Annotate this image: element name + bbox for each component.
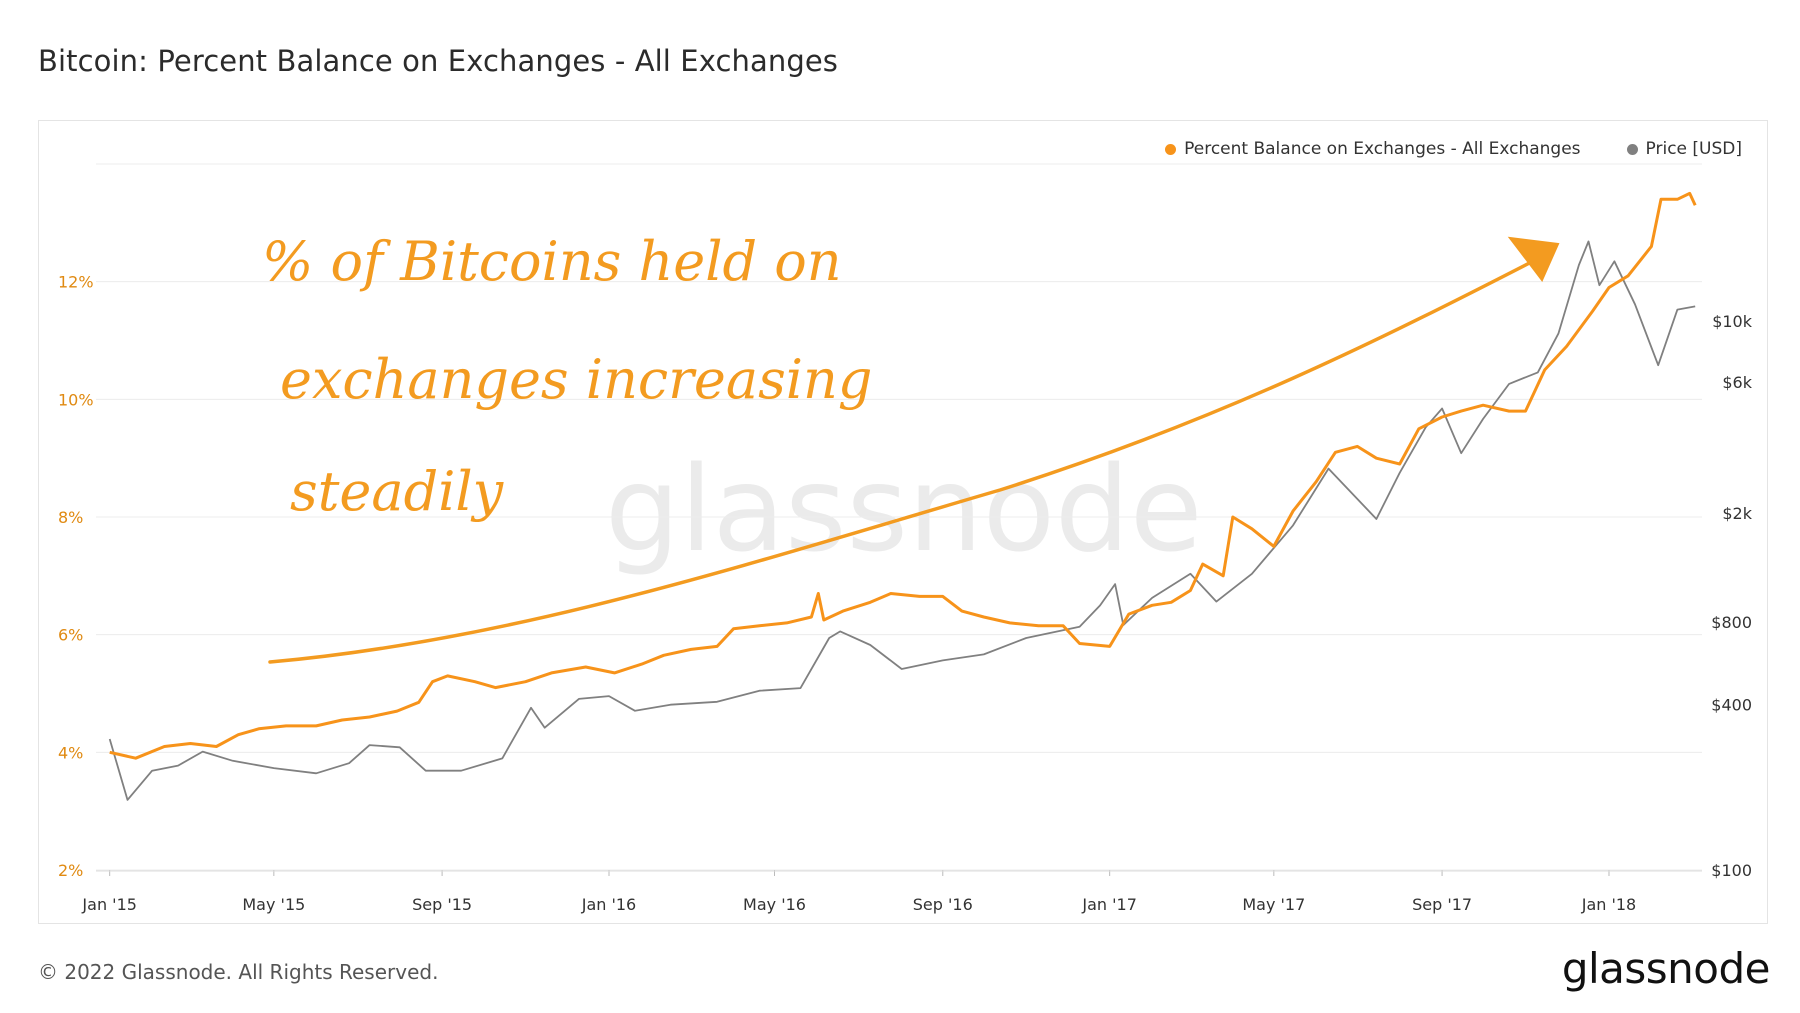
y-right-tick-label: $400 xyxy=(1711,696,1752,715)
y-left-tick-label: 10% xyxy=(58,390,94,409)
x-tick-label: May '17 xyxy=(1242,895,1305,914)
series-line-balance xyxy=(109,191,1697,760)
y-right-tick-label: $2k xyxy=(1722,504,1752,523)
x-tick-label: May '15 xyxy=(242,895,305,914)
legend-dot-balance xyxy=(1165,143,1177,155)
page-title: Bitcoin: Percent Balance on Exchanges - … xyxy=(38,44,838,78)
copyright-footer: © 2022 Glassnode. All Rights Reserved. xyxy=(38,960,439,984)
y-left-tick-label: 6% xyxy=(58,626,83,645)
y-left-tick-label: 4% xyxy=(58,743,83,762)
x-tick-label: May '16 xyxy=(743,895,806,914)
legend-item-price[interactable]: Price [USD] xyxy=(1626,139,1742,159)
legend-item-balance[interactable]: Percent Balance on Exchanges - All Excha… xyxy=(1165,139,1581,159)
x-tick-label: Jan '17 xyxy=(1081,895,1137,914)
y-left-tick-label: 12% xyxy=(58,273,94,292)
x-tick-label: Sep '15 xyxy=(412,895,472,914)
annotation-line-2: exchanges increasing xyxy=(280,348,872,411)
chart-legend: Percent Balance on Exchanges - All Excha… xyxy=(1165,139,1742,159)
annotation-line-3: steadily xyxy=(290,460,505,523)
legend-dot-price xyxy=(1626,143,1638,155)
y-right-tick-label: $6k xyxy=(1722,373,1752,392)
x-tick-label: Sep '16 xyxy=(913,895,973,914)
brand-logo[interactable]: glassnode xyxy=(1561,944,1771,993)
annotation-line-1: % of Bitcoins held on xyxy=(262,230,842,293)
chart-panel xyxy=(38,120,1768,924)
annotation-arrowhead xyxy=(1507,236,1560,282)
x-tick-label: Jan '16 xyxy=(581,895,637,914)
legend-label-price: Price [USD] xyxy=(1645,139,1742,159)
legend-label-balance: Percent Balance on Exchanges - All Excha… xyxy=(1184,139,1581,159)
watermark: glassnode xyxy=(605,440,1202,578)
y-left-tick-label: 8% xyxy=(58,508,83,527)
x-tick-label: Jan '15 xyxy=(81,895,137,914)
y-right-tick-label: $800 xyxy=(1711,613,1752,632)
annotation-arrow-line xyxy=(268,253,1547,664)
y-right-tick-label: $100 xyxy=(1711,861,1752,880)
x-tick-label: Jan '18 xyxy=(1581,895,1637,914)
y-left-tick-label: 2% xyxy=(58,861,83,880)
x-tick-label: Sep '17 xyxy=(1412,895,1472,914)
y-right-tick-label: $10k xyxy=(1712,312,1753,331)
series-line-price xyxy=(108,240,1696,801)
